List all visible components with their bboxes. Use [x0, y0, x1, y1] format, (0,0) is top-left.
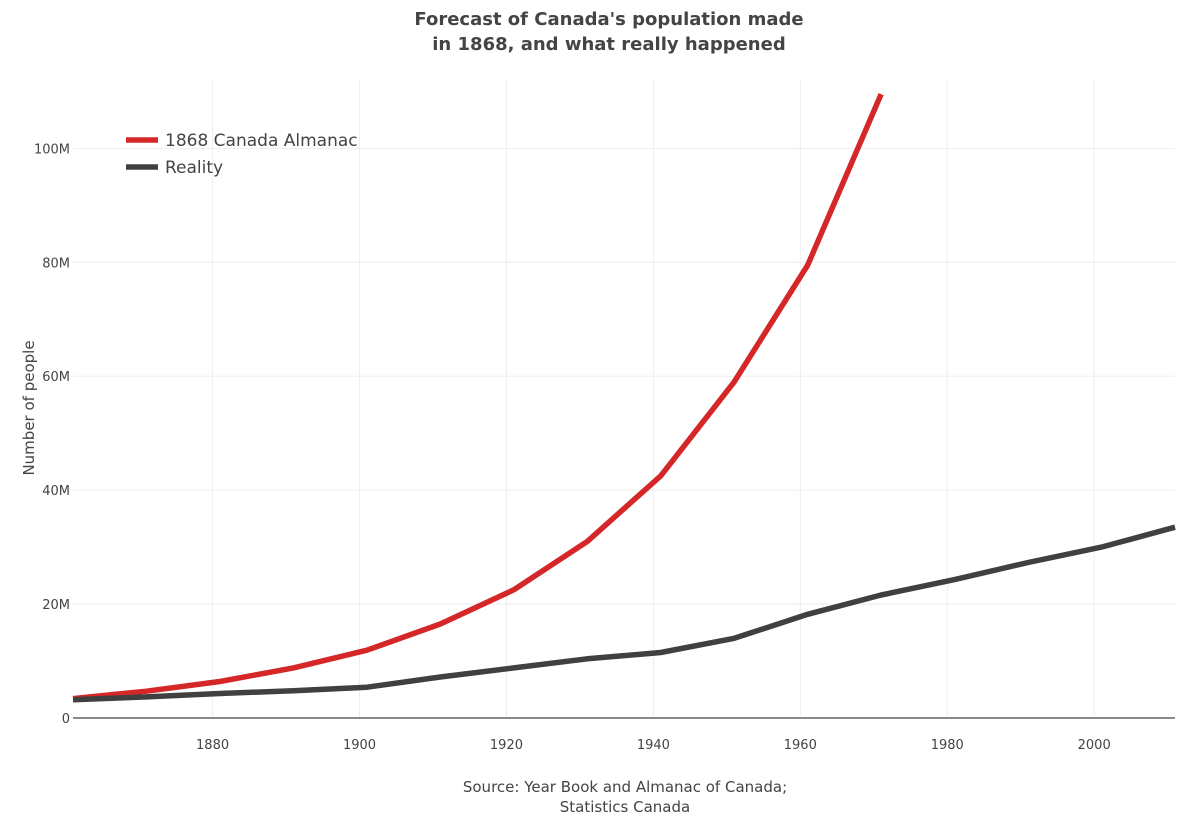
- y-axis-title: Number of people: [20, 340, 38, 475]
- y-tick-label: 100M: [34, 142, 70, 157]
- x-tick-label: 1980: [931, 738, 964, 753]
- x-tick-label: 1900: [343, 738, 376, 753]
- source-line-2: Statistics Canada: [560, 798, 690, 816]
- y-tick-label: 60M: [42, 370, 70, 385]
- chart-title-line-1: Forecast of Canada's population made: [414, 9, 803, 30]
- x-tick-label: 1960: [784, 738, 817, 753]
- source-note: Source: Year Book and Almanac of Canada;…: [463, 778, 787, 816]
- x-tick-label: 1880: [196, 738, 229, 753]
- y-tick-label: 0: [62, 712, 70, 727]
- x-axis: 1880 1900 1920 1940 1960 1980 2000: [73, 717, 1175, 753]
- chart-title-line-2: in 1868, and what really happened: [432, 34, 785, 55]
- x-tick-label: 2000: [1078, 738, 1111, 753]
- y-axis: 0 20M 40M 60M 80M 100M: [34, 142, 70, 727]
- source-line-1: Source: Year Book and Almanac of Canada;: [463, 778, 787, 796]
- legend-label: Reality: [165, 158, 223, 178]
- series-line-reality: [72, 524, 1176, 703]
- legend: 1868 Canada Almanac Reality: [126, 131, 358, 178]
- gridlines: [73, 80, 1175, 718]
- series-line-1868-almanac: [72, 93, 884, 702]
- y-tick-label: 40M: [42, 484, 70, 499]
- legend-item: 1868 Canada Almanac: [126, 131, 358, 151]
- y-tick-label: 80M: [42, 256, 70, 271]
- legend-item: Reality: [126, 158, 223, 178]
- x-tick-label: 1940: [637, 738, 670, 753]
- chart-title: Forecast of Canada's population made in …: [414, 9, 803, 55]
- legend-label: 1868 Canada Almanac: [165, 131, 358, 151]
- series-lines: [72, 93, 1176, 703]
- y-tick-label: 20M: [42, 598, 70, 613]
- x-tick-label: 1920: [490, 738, 523, 753]
